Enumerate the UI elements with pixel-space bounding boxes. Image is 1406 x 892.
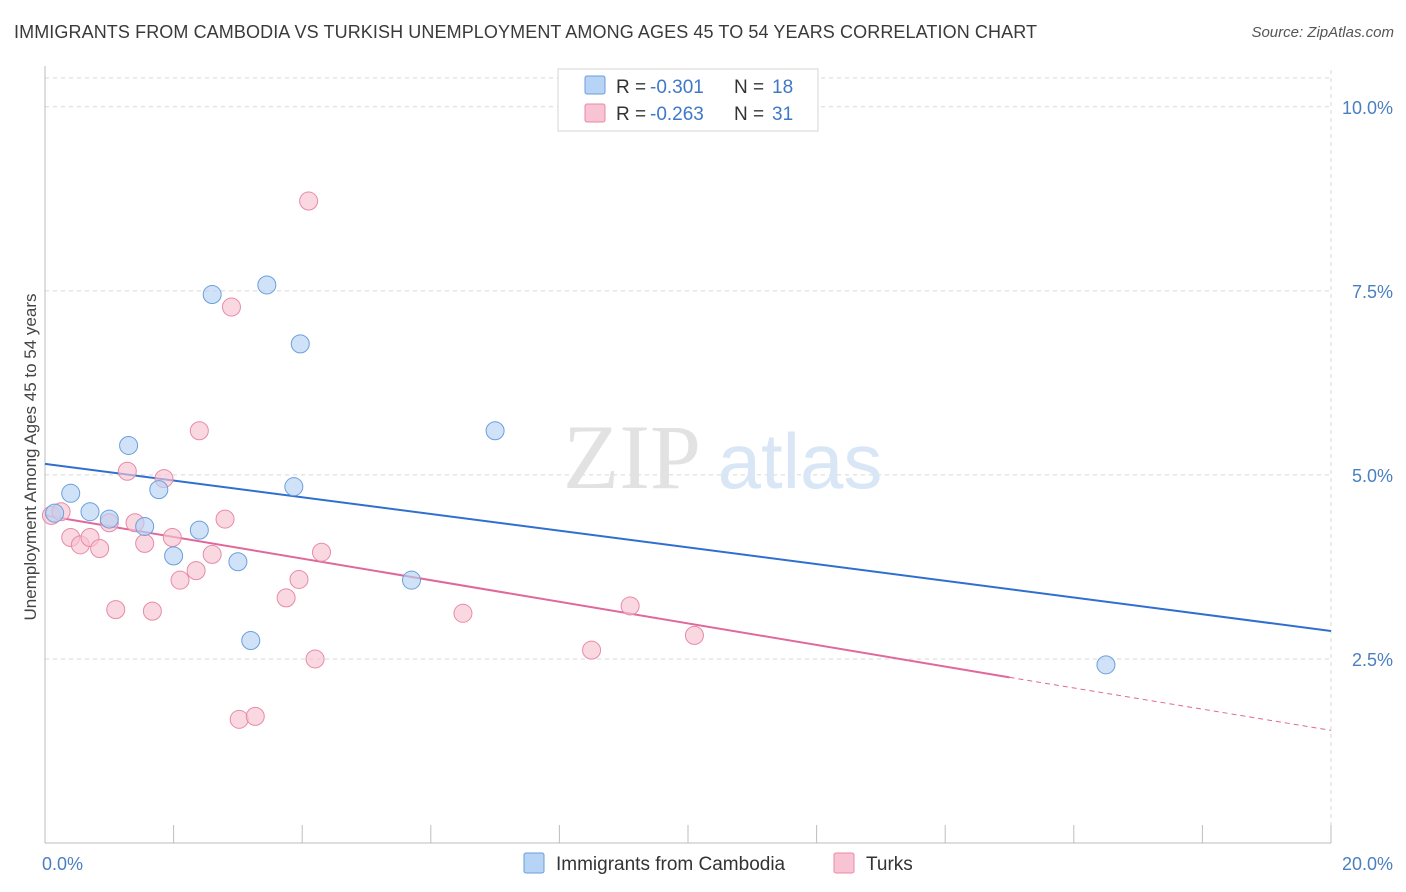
x-tick-label-1: 20.0% bbox=[1342, 854, 1393, 874]
point-cambodia-3 bbox=[99, 509, 119, 529]
point-cambodia-1 bbox=[61, 483, 81, 503]
watermark-atlas: atlas bbox=[718, 417, 883, 505]
legend-n-value-cambodia: 18 bbox=[772, 77, 793, 98]
point-turks-19 bbox=[221, 297, 241, 317]
series-swatch-turks bbox=[833, 852, 855, 874]
y-tick-label-1: 5.0% bbox=[1352, 466, 1393, 486]
point-cambodia-17 bbox=[1096, 655, 1116, 675]
series-name-turks: Turks bbox=[866, 854, 913, 875]
series-name-cambodia: Immigrants from Cambodia bbox=[556, 854, 786, 875]
watermark: ZIP atlas bbox=[563, 406, 882, 508]
point-turks-18 bbox=[215, 509, 235, 529]
legend-r-label-cambodia: R = bbox=[616, 77, 646, 98]
trend-line-cambodia bbox=[44, 462, 1332, 632]
point-cambodia-8 bbox=[189, 520, 209, 540]
point-cambodia-15 bbox=[402, 570, 422, 590]
point-turks-15 bbox=[186, 561, 206, 581]
point-turks-5 bbox=[90, 539, 110, 559]
legend-swatch-cambodia bbox=[584, 75, 606, 95]
trend-lines bbox=[44, 462, 1332, 731]
legend-n-label-cambodia: N = bbox=[734, 77, 764, 98]
y-tick-labels: 2.5% 5.0% 7.5% 10.0% bbox=[1342, 98, 1393, 670]
data-points bbox=[41, 191, 1116, 729]
point-turks-21 bbox=[245, 706, 265, 726]
point-turks-24 bbox=[299, 191, 319, 211]
point-turks-14 bbox=[170, 570, 190, 590]
point-turks-17 bbox=[202, 544, 222, 564]
point-cambodia-0 bbox=[45, 503, 65, 523]
legend-n-value-turks: 31 bbox=[772, 104, 793, 125]
legend-r-value-turks: -0.263 bbox=[650, 104, 704, 125]
point-turks-16 bbox=[189, 421, 209, 441]
legend-swatch-turks bbox=[584, 103, 606, 123]
point-turks-22 bbox=[276, 588, 296, 608]
legend-n-label-turks: N = bbox=[734, 104, 764, 125]
point-turks-23 bbox=[289, 569, 309, 589]
point-turks-8 bbox=[117, 461, 137, 481]
chart-title: IMMIGRANTS FROM CAMBODIA VS TURKISH UNEM… bbox=[14, 22, 1038, 42]
point-turks-20 bbox=[229, 709, 249, 729]
source-label: Source: ZipAtlas.com bbox=[1251, 24, 1394, 41]
x-tick-labels: 0.0% 20.0% bbox=[42, 854, 1393, 874]
point-cambodia-12 bbox=[257, 275, 277, 295]
point-turks-25 bbox=[305, 649, 325, 669]
trend-line-turks bbox=[44, 514, 1010, 679]
legend: R = -0.301 N = 18 R = -0.263 N = 31 bbox=[557, 68, 819, 132]
point-turks-29 bbox=[620, 596, 640, 616]
point-turks-10 bbox=[135, 533, 155, 553]
point-turks-7 bbox=[106, 600, 126, 620]
point-turks-30 bbox=[684, 625, 704, 645]
point-cambodia-6 bbox=[149, 480, 169, 500]
point-turks-26 bbox=[311, 542, 331, 562]
point-turks-28 bbox=[582, 640, 602, 660]
series-legend: Immigrants from Cambodia Turks bbox=[523, 852, 913, 875]
point-cambodia-14 bbox=[290, 334, 310, 354]
y-tick-label-3: 10.0% bbox=[1342, 98, 1393, 118]
axes bbox=[44, 66, 1332, 844]
x-tick-label-0: 0.0% bbox=[42, 854, 83, 874]
point-turks-13 bbox=[162, 527, 182, 547]
point-turks-11 bbox=[142, 601, 162, 621]
point-cambodia-16 bbox=[485, 421, 505, 441]
point-cambodia-7 bbox=[164, 546, 184, 566]
point-turks-27 bbox=[453, 603, 473, 623]
point-cambodia-10 bbox=[228, 552, 248, 572]
point-cambodia-11 bbox=[241, 631, 261, 651]
y-tick-label-2: 7.5% bbox=[1352, 282, 1393, 302]
y-axis-label: Unemployment Among Ages 45 to 54 years bbox=[21, 294, 40, 621]
point-cambodia-13 bbox=[284, 477, 304, 497]
trend-line-turks-extension bbox=[1009, 676, 1332, 731]
watermark-zip: ZIP bbox=[563, 406, 701, 508]
series-swatch-cambodia bbox=[523, 852, 545, 874]
point-cambodia-5 bbox=[135, 516, 155, 536]
legend-r-value-cambodia: -0.301 bbox=[650, 77, 704, 98]
point-cambodia-9 bbox=[202, 285, 222, 305]
y-tick-label-0: 2.5% bbox=[1352, 650, 1393, 670]
legend-r-label-turks: R = bbox=[616, 104, 646, 125]
point-cambodia-2 bbox=[80, 502, 100, 522]
point-cambodia-4 bbox=[119, 435, 139, 455]
